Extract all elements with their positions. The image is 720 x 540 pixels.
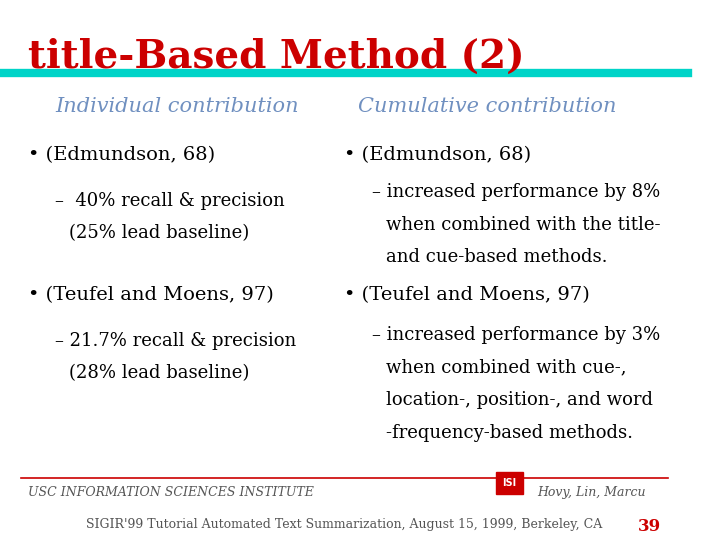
FancyBboxPatch shape: [495, 472, 523, 494]
Text: ISI: ISI: [503, 478, 516, 488]
Text: 39: 39: [638, 518, 661, 535]
Text: location-, position-, and word: location-, position-, and word: [385, 392, 652, 409]
Text: –  40% recall & precision: – 40% recall & precision: [55, 192, 285, 210]
Text: and cue-based methods.: and cue-based methods.: [385, 248, 607, 266]
Text: Individual contribution: Individual contribution: [55, 97, 299, 116]
Text: – increased performance by 3%: – increased performance by 3%: [372, 327, 660, 345]
Text: – increased performance by 8%: – increased performance by 8%: [372, 184, 660, 201]
Text: SIGIR'99 Tutorial Automated Text Summarization, August 15, 1999, Berkeley, CA: SIGIR'99 Tutorial Automated Text Summari…: [86, 518, 603, 531]
Text: title-Based Method (2): title-Based Method (2): [27, 38, 524, 76]
Text: – 21.7% recall & precision: – 21.7% recall & precision: [55, 332, 297, 350]
Text: • (Edmundson, 68): • (Edmundson, 68): [344, 146, 531, 164]
Text: USC INFORMATION SCIENCES INSTITUTE: USC INFORMATION SCIENCES INSTITUTE: [27, 485, 313, 498]
Text: • (Teufel and Moens, 97): • (Teufel and Moens, 97): [344, 286, 590, 304]
Text: (28% lead baseline): (28% lead baseline): [69, 364, 249, 382]
Text: -frequency-based methods.: -frequency-based methods.: [385, 423, 633, 442]
Text: when combined with cue-,: when combined with cue-,: [385, 359, 626, 377]
Text: Cumulative contribution: Cumulative contribution: [358, 97, 616, 116]
Text: when combined with the title-: when combined with the title-: [385, 216, 660, 234]
Text: • (Teufel and Moens, 97): • (Teufel and Moens, 97): [27, 286, 274, 304]
Text: • (Edmundson, 68): • (Edmundson, 68): [27, 146, 215, 164]
Text: (25% lead baseline): (25% lead baseline): [69, 224, 249, 242]
Text: Hovy, Lin, Marcu: Hovy, Lin, Marcu: [537, 485, 645, 498]
